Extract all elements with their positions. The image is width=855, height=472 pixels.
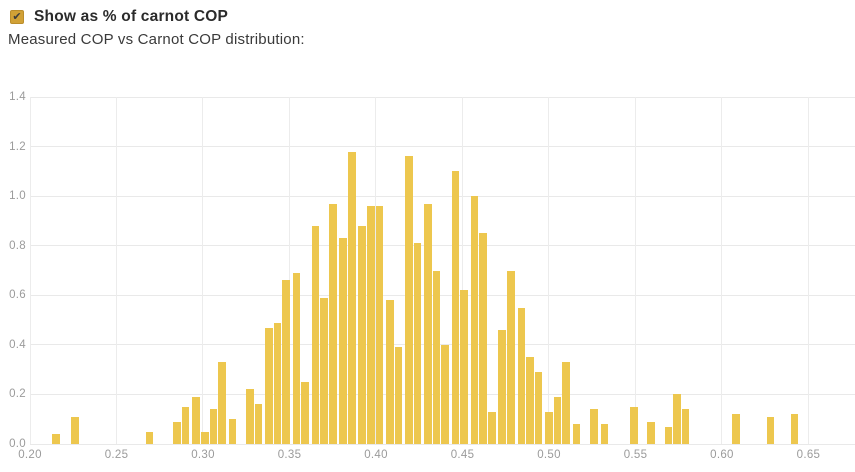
histogram-bar[interactable] — [470, 196, 479, 444]
histogram-bar[interactable] — [320, 297, 328, 444]
y-tick-label: 1.0 — [9, 190, 26, 203]
x-gridline — [721, 97, 723, 444]
y-tick-label: 1.2 — [9, 140, 26, 153]
histogram-bar[interactable] — [451, 171, 460, 444]
histogram-bar[interactable] — [479, 233, 488, 444]
x-gridline — [115, 97, 117, 444]
checkbox-checked-icon[interactable]: ✔ — [10, 10, 24, 24]
histogram-bar[interactable] — [394, 347, 403, 444]
histogram-bar[interactable] — [339, 238, 347, 444]
histogram-bar[interactable] — [405, 156, 413, 444]
histogram-bar[interactable] — [766, 416, 775, 444]
y-gridline — [30, 443, 855, 445]
x-tick-label: 0.45 — [450, 449, 475, 461]
histogram-bar[interactable] — [507, 270, 515, 444]
x-tick-label: 0.40 — [364, 449, 388, 461]
histogram-bar[interactable] — [254, 404, 263, 444]
histogram-bar[interactable] — [681, 409, 690, 444]
histogram-bar[interactable] — [424, 203, 432, 444]
x-gridline — [202, 97, 204, 444]
y-tick-label: 0.2 — [9, 388, 26, 401]
histogram-bar[interactable] — [218, 362, 226, 444]
histogram-bar[interactable] — [173, 421, 181, 444]
histogram-bar[interactable] — [790, 414, 799, 444]
histogram-bar[interactable] — [273, 322, 282, 444]
y-tick-label: 0.0 — [9, 438, 26, 450]
x-tick-label: 0.65 — [796, 449, 821, 461]
histogram-bar[interactable] — [488, 411, 496, 444]
x-gridline — [634, 97, 636, 444]
histogram-bar[interactable] — [386, 300, 394, 444]
x-tick-label: 0.20 — [18, 449, 42, 461]
show-as-percent-checkbox-row[interactable]: ✔ Show as % of carnot COP — [10, 8, 228, 26]
histogram-bar[interactable] — [328, 203, 337, 444]
x-gridline — [548, 97, 550, 444]
x-gridline — [807, 97, 809, 444]
histogram-bar[interactable] — [413, 243, 422, 444]
histogram-bar[interactable] — [441, 344, 449, 444]
histogram-bar[interactable] — [600, 424, 609, 444]
x-tick-label: 0.30 — [191, 449, 215, 461]
histogram-bar[interactable] — [629, 406, 638, 444]
histogram-bar[interactable] — [209, 409, 218, 444]
histogram-bar[interactable] — [145, 431, 154, 444]
histogram-bar[interactable] — [228, 419, 237, 444]
histogram-bar[interactable] — [301, 382, 309, 444]
y-tick-label: 0.4 — [9, 338, 26, 351]
histogram-bar[interactable] — [534, 372, 543, 444]
y-gridline — [30, 294, 855, 296]
x-gridline — [288, 97, 290, 444]
histogram-bar[interactable] — [375, 206, 384, 444]
histogram-bar[interactable] — [647, 421, 655, 444]
x-tick-label: 0.25 — [104, 449, 129, 461]
histogram-bar[interactable] — [526, 357, 534, 444]
histogram-bar[interactable] — [282, 280, 290, 444]
x-tick-label: 0.35 — [277, 449, 302, 461]
histogram-bar[interactable] — [673, 394, 681, 444]
histogram-bar[interactable] — [553, 396, 562, 444]
histogram-bar[interactable] — [181, 406, 190, 444]
histogram-bar[interactable] — [460, 290, 469, 444]
page-title: Measured COP vs Carnot COP distribution: — [8, 31, 305, 48]
histogram-bar[interactable] — [245, 389, 254, 444]
histogram-bar[interactable] — [590, 409, 598, 444]
y-gridline — [30, 195, 855, 197]
histogram-bar[interactable] — [52, 434, 60, 444]
y-gridline — [30, 96, 855, 98]
y-gridline — [30, 146, 855, 148]
histogram-bar[interactable] — [192, 396, 200, 444]
histogram-bar[interactable] — [732, 414, 740, 444]
x-gridline — [461, 97, 463, 444]
x-tick-label: 0.50 — [537, 449, 561, 461]
y-tick-label: 1.4 — [9, 91, 26, 103]
histogram-bar[interactable] — [517, 307, 526, 444]
histogram-bar[interactable] — [311, 225, 320, 444]
histogram-bar[interactable] — [432, 270, 441, 444]
checkbox-label[interactable]: Show as % of carnot COP — [34, 8, 229, 25]
histogram-bar[interactable] — [572, 424, 581, 444]
y-tick-label: 0.6 — [9, 289, 26, 302]
histogram-bar[interactable] — [664, 426, 673, 444]
histogram-bar[interactable] — [545, 411, 553, 444]
histogram-bar[interactable] — [264, 327, 273, 444]
histogram-bar[interactable] — [292, 272, 301, 444]
histogram-bar[interactable] — [358, 225, 366, 444]
histogram-bar[interactable] — [562, 362, 571, 444]
histogram-bar[interactable] — [200, 431, 209, 444]
histogram-bar[interactable] — [347, 151, 356, 444]
y-tick-label: 0.8 — [9, 239, 26, 252]
x-tick-label: 0.60 — [710, 449, 734, 461]
histogram-bar[interactable] — [498, 329, 507, 444]
x-gridline — [29, 97, 31, 444]
x-tick-label: 0.55 — [623, 449, 648, 461]
y-gridline — [30, 245, 855, 247]
histogram-bar[interactable] — [366, 206, 375, 444]
histogram-bar[interactable] — [71, 416, 79, 444]
